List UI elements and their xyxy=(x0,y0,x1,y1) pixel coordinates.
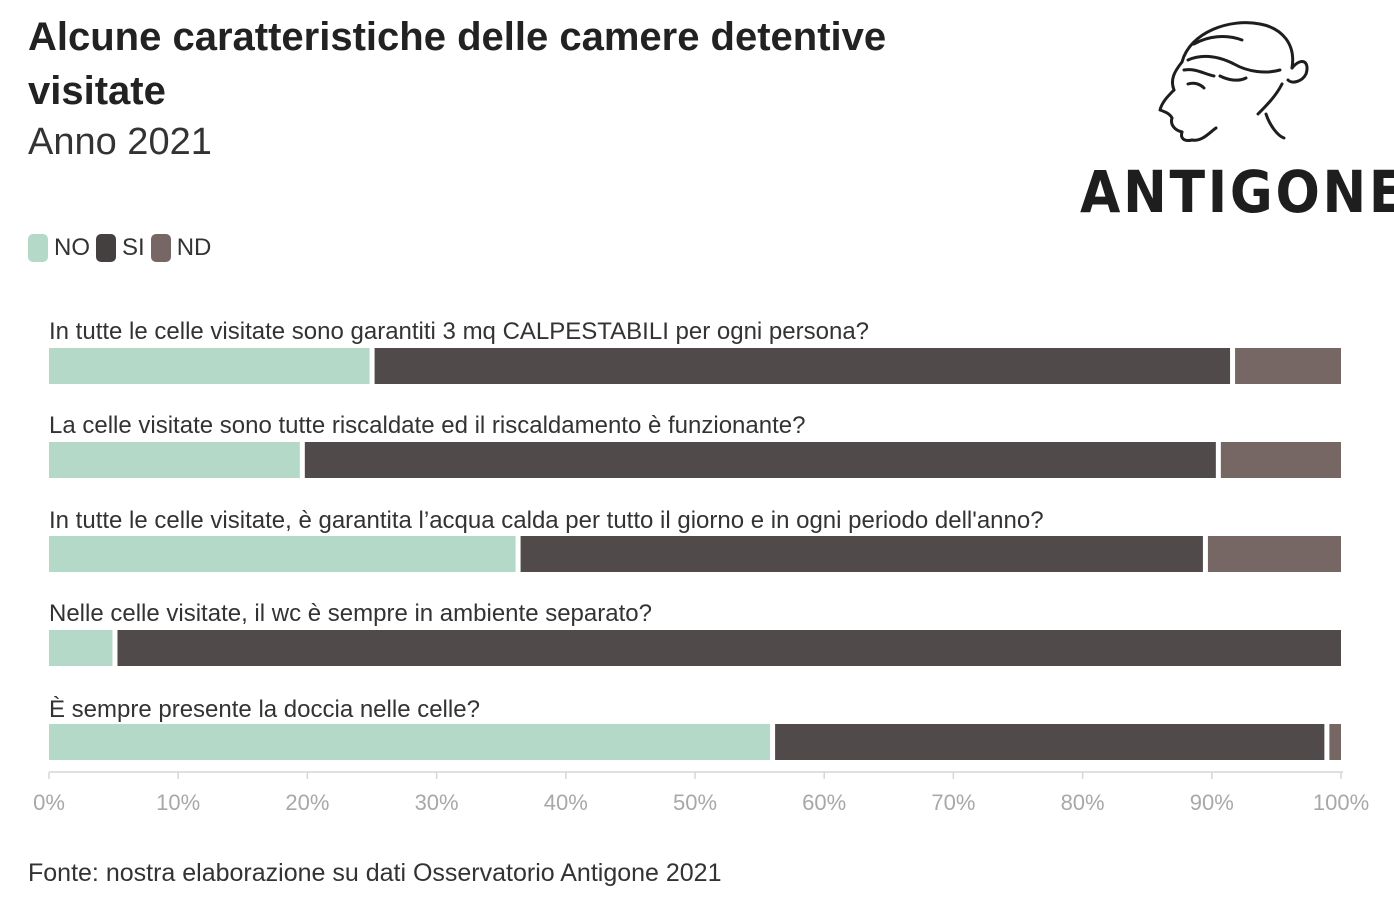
legend-label-si: SI xyxy=(122,234,145,261)
x-tick-label: 70% xyxy=(931,790,975,815)
antigone-logo-text: ANTIGONE xyxy=(1080,158,1394,226)
legend-label-no: NO xyxy=(54,234,90,261)
bar-segment-nd xyxy=(1329,724,1341,760)
antigone-logo: ANTIGONE xyxy=(1070,10,1394,226)
chart-title: Alcune caratteristiche delle camere dete… xyxy=(28,15,887,113)
bar-segment-si xyxy=(117,630,1342,666)
bar-segment-nd xyxy=(1220,442,1341,478)
legend-item-si: SI xyxy=(96,234,145,262)
bar-segment-nd xyxy=(1207,536,1341,572)
bar-segment-no xyxy=(49,442,300,478)
source-note: Fonte: nostra elaborazione su dati Osser… xyxy=(28,859,722,887)
category-label: In tutte le celle visitate, è garantita … xyxy=(49,507,1044,534)
bar-segment-si xyxy=(374,348,1231,384)
legend-item-nd: ND xyxy=(150,234,212,262)
chart-legend: NO SI ND xyxy=(28,234,217,262)
category-label: La celle visitate sono tutte riscaldate … xyxy=(49,412,805,439)
category-label: È sempre presente la doccia nelle celle? xyxy=(49,696,480,723)
bar-segment-no xyxy=(49,348,370,384)
x-tick-label: 30% xyxy=(415,790,459,815)
bar-segment-si xyxy=(520,536,1203,572)
legend-swatch-no xyxy=(28,234,48,262)
x-tick-label: 10% xyxy=(156,790,200,815)
x-tick-label: 90% xyxy=(1190,790,1234,815)
x-tick-label: 60% xyxy=(802,790,846,815)
x-tick-label: 80% xyxy=(1061,790,1105,815)
bar-segment-no xyxy=(49,724,771,760)
legend-swatch-si xyxy=(96,234,116,262)
bar-segment-no xyxy=(49,536,516,572)
x-tick-label: 20% xyxy=(285,790,329,815)
legend-item-no: NO xyxy=(28,234,90,262)
bar-segment-no xyxy=(49,630,113,666)
category-label: Nelle celle visitate, il wc è sempre in … xyxy=(49,600,652,627)
antigone-head-icon xyxy=(1158,21,1309,142)
x-tick-label: 0% xyxy=(33,790,65,815)
x-tick-label: 40% xyxy=(544,790,588,815)
x-tick-label: 50% xyxy=(673,790,717,815)
bar-segment-si xyxy=(304,442,1216,478)
bar-segment-nd xyxy=(1235,348,1341,384)
legend-label-nd: ND xyxy=(176,234,212,261)
category-label: In tutte le celle visitate sono garantit… xyxy=(49,318,869,345)
legend-swatch-nd xyxy=(150,234,171,262)
bar-segment-si xyxy=(775,724,1325,760)
chart-subtitle: Anno 2021 xyxy=(28,121,212,163)
x-tick-label: 100% xyxy=(1313,790,1369,815)
